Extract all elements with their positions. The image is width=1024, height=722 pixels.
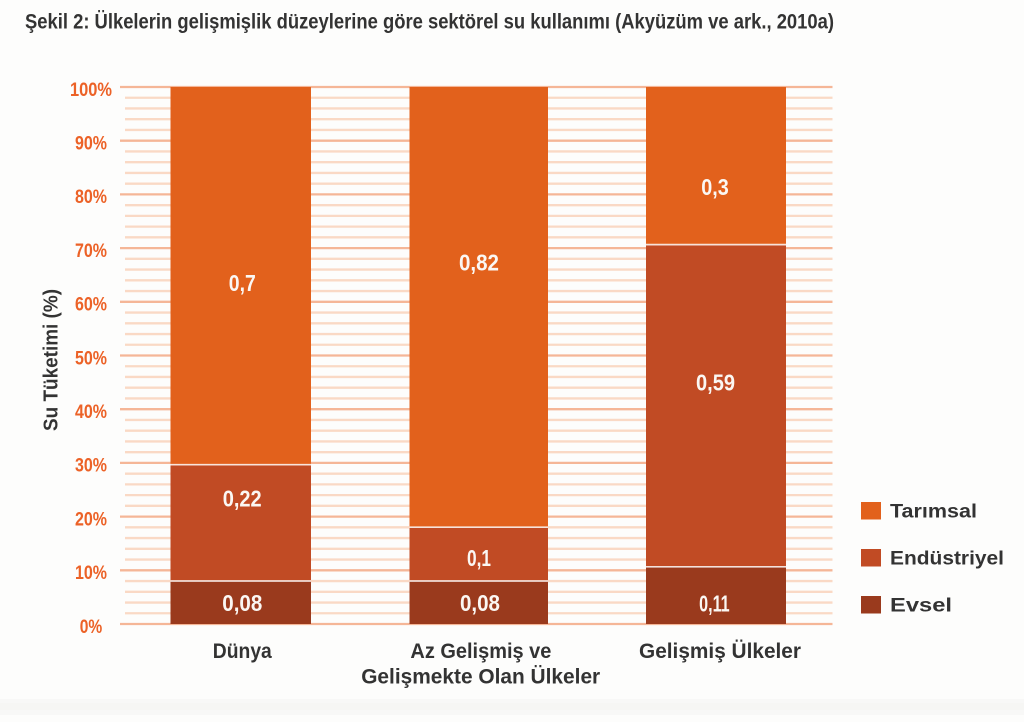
svg-text:0,11: 0,11 xyxy=(699,590,730,616)
svg-text:60%: 60% xyxy=(75,295,107,316)
svg-text:Dünya: Dünya xyxy=(213,640,272,663)
svg-text:Tarımsal: Tarımsal xyxy=(890,501,977,523)
svg-text:0,59: 0,59 xyxy=(696,369,735,395)
svg-text:0,1: 0,1 xyxy=(467,545,491,571)
svg-text:0,3: 0,3 xyxy=(701,174,729,200)
svg-text:Gelişmekte Olan Ülkeler: Gelişmekte Olan Ülkeler xyxy=(361,666,600,689)
svg-text:Şekil 2: Ülkelerin gelişmişlik: Şekil 2: Ülkelerin gelişmişlik düzeyleri… xyxy=(25,11,834,34)
svg-text:Az Gelişmiş ve: Az Gelişmiş ve xyxy=(410,640,551,663)
svg-text:50%: 50% xyxy=(75,348,107,369)
svg-text:Su Tüketimi (%): Su Tüketimi (%) xyxy=(39,289,62,431)
svg-text:70%: 70% xyxy=(75,241,107,262)
svg-text:0,08: 0,08 xyxy=(222,590,262,616)
svg-text:90%: 90% xyxy=(75,134,107,155)
svg-text:Gelişmiş Ülkeler: Gelişmiş Ülkeler xyxy=(639,640,801,663)
svg-text:0%: 0% xyxy=(80,617,103,638)
svg-text:0,22: 0,22 xyxy=(223,486,262,512)
svg-text:10%: 10% xyxy=(75,563,107,584)
svg-text:0,7: 0,7 xyxy=(229,270,256,296)
svg-text:Evsel: Evsel xyxy=(890,595,952,617)
svg-text:20%: 20% xyxy=(75,509,107,530)
svg-text:40%: 40% xyxy=(75,402,107,423)
svg-text:100%: 100% xyxy=(70,80,112,101)
svg-text:30%: 30% xyxy=(75,456,107,477)
svg-text:80%: 80% xyxy=(75,187,107,208)
svg-text:0,08: 0,08 xyxy=(460,590,500,616)
svg-text:Endüstriyel: Endüstriyel xyxy=(890,548,1004,570)
svg-text:0,82: 0,82 xyxy=(459,250,499,276)
